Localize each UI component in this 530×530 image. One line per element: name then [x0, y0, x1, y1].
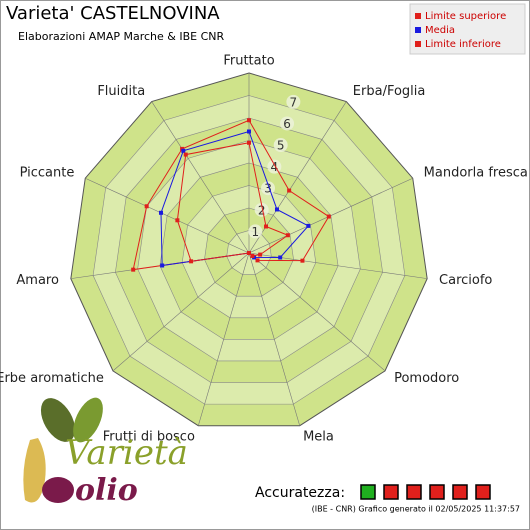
axis-label: Piccante	[20, 166, 75, 181]
grid-ring	[159, 162, 339, 340]
axis-label: Mela	[303, 430, 334, 445]
logo-olive	[42, 477, 74, 503]
legend-swatch	[415, 13, 421, 19]
accuracy-box	[383, 484, 399, 500]
spoke	[85, 177, 250, 254]
point	[255, 258, 260, 263]
accuracy-box	[452, 484, 468, 500]
point	[247, 251, 251, 255]
point	[258, 252, 263, 257]
axis-label: Erbe aromatiche	[0, 371, 104, 386]
grid-ring	[92, 95, 406, 405]
point	[175, 218, 180, 223]
logo-leaf	[73, 397, 103, 443]
accuracy-box	[475, 484, 491, 500]
point	[285, 233, 290, 238]
axis-label: Pomodoro	[394, 371, 459, 386]
accuracy-box	[406, 484, 422, 500]
spoke	[112, 252, 250, 372]
logo-word: olio	[75, 473, 138, 508]
y-tick-label: 1	[252, 225, 260, 239]
legend-swatch	[415, 41, 421, 47]
axis-label: Amaro	[16, 273, 59, 288]
y-tick-label: 6	[283, 117, 291, 131]
y-tick-label: 7	[290, 95, 298, 109]
grid-ring	[226, 230, 272, 275]
point	[247, 118, 251, 123]
chart-subtitle: Elaborazioni AMAP Marche & IBE CNR	[18, 30, 224, 43]
axis-label: Erba/Foglia	[353, 84, 426, 99]
point	[306, 223, 311, 228]
point	[247, 140, 251, 145]
point	[181, 148, 186, 153]
point	[278, 255, 283, 260]
spoke	[248, 252, 300, 426]
tick-bg	[273, 138, 288, 153]
point	[300, 258, 305, 263]
legend: Limite superiore Media Limite inferiore	[415, 11, 506, 50]
grid-ring	[181, 185, 317, 319]
y-tick-label: 4	[271, 160, 279, 174]
spoke	[151, 101, 250, 254]
spoke	[248, 177, 413, 254]
grid-ring	[115, 117, 383, 383]
logo-leaf	[40, 398, 76, 442]
y-tick-label: 5	[277, 139, 285, 153]
outline	[70, 72, 428, 427]
axis-label: Carciofo	[439, 273, 492, 288]
plot: Fruttato Erba/Foglia Mandorla fresca Carcio…	[0, 54, 528, 445]
point	[183, 152, 188, 157]
y-tick-label: 2	[258, 203, 266, 217]
point	[250, 253, 255, 258]
grid-ring	[137, 140, 361, 362]
point	[326, 214, 331, 219]
point	[274, 207, 279, 212]
tick-bg	[261, 181, 276, 196]
point	[287, 188, 292, 193]
accuracy-box	[360, 484, 376, 500]
logo: Varietà olio	[23, 397, 188, 508]
spoke	[248, 252, 386, 372]
axis-label: Mandorla fresca	[424, 166, 528, 181]
axis-label: Fluidita	[97, 84, 145, 99]
point	[264, 224, 269, 229]
footer: (IBE - CNR) Grafico generato il 02/05/20…	[312, 505, 520, 514]
legend-swatch	[415, 27, 421, 33]
axis-label: Frutti di bosco	[103, 430, 195, 445]
accuracy	[360, 484, 491, 500]
tick-bg	[248, 224, 263, 239]
legend-label: Limite inferiore	[425, 39, 501, 50]
tick-bg	[280, 116, 295, 131]
tick-bg	[286, 94, 301, 109]
spoke	[198, 252, 250, 426]
legend-box	[409, 3, 526, 55]
accuracy-box	[429, 484, 445, 500]
logo-word: Varietà	[65, 433, 188, 473]
tick-bg	[254, 202, 269, 217]
point	[144, 204, 149, 209]
axis-label: Fruttato	[223, 54, 274, 69]
point	[158, 210, 163, 215]
grid-ring	[204, 207, 294, 297]
logo-drop	[23, 438, 46, 503]
point	[189, 259, 194, 264]
accuracy-label: Accuratezza:	[255, 485, 345, 501]
chart-title: Varieta' CASTELNOVINA	[6, 3, 220, 24]
y-tick-label: 3	[264, 182, 272, 196]
point	[131, 267, 136, 272]
legend-label: Media	[425, 25, 455, 36]
legend-label: Limite superiore	[425, 11, 506, 22]
point	[247, 129, 251, 134]
point	[160, 263, 165, 268]
